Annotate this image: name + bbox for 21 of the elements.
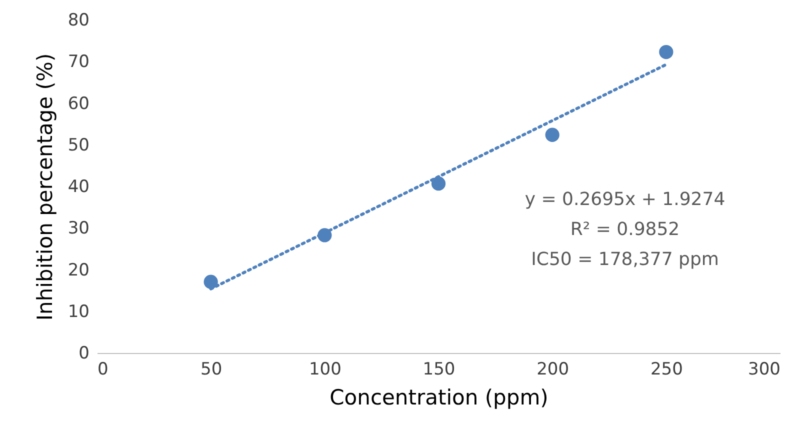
annotation: IC50 = 178,377 ppm [531,249,719,270]
x-tick-label: 100 [308,360,342,380]
y-tick-label: 30 [68,218,90,239]
x-tick-label: 200 [536,360,570,380]
y-tick-label: 60 [68,94,90,114]
y-tick-label: 40 [68,177,90,197]
y-axis-title: Inhibition percentage (%) [32,53,57,321]
y-tick-label: 80 [68,10,90,30]
x-tick-label: 250 [650,360,683,380]
y-tick-label: 50 [68,135,90,156]
y-tick-label: 70 [68,52,90,72]
annotation: R² = 0.9852 [570,219,680,240]
x-tick-label: 300 [748,360,780,380]
x-tick-label: 150 [422,360,456,380]
y-tick-label: 20 [68,260,90,280]
y-tick-label: 0 [78,344,90,364]
x-axis-title: Concentration (ppm) [330,386,548,410]
x-tick-label: 50 [200,360,222,380]
x-tick-label: 0 [98,360,108,380]
y-tick-label: 10 [68,302,90,322]
annotation: y = 0.2695x + 1.9274 [524,189,726,210]
